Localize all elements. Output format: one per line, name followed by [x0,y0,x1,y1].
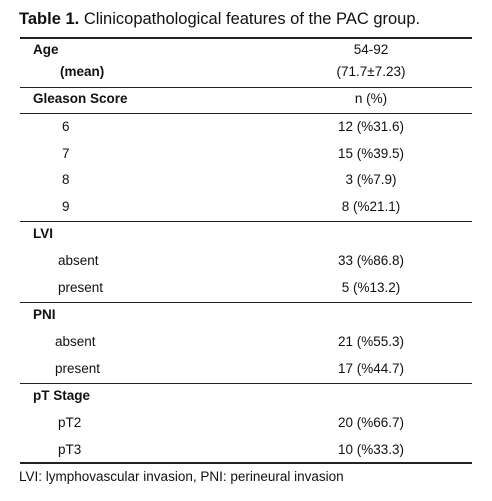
footnote: LVI: lymphovascular invasion, PNI: perin… [19,469,344,484]
row-label: Age [33,42,59,57]
row-value: 54-92 [353,42,389,57]
row-label: (mean) [60,64,105,79]
table-title: Table 1. Clinicopathological features of… [19,10,420,29]
row-label: pT Stage [33,388,91,403]
row-label: absent [58,253,99,268]
row-label: 6 [62,119,70,134]
row-value: 33 (%86.8) [337,253,405,268]
row-label: PNI [33,307,56,322]
rule-line [20,87,472,88]
title-text: Clinicopathological features of the PAC … [83,10,421,28]
row-label: Gleason Score [33,91,128,106]
rule-line [20,383,472,384]
rule-line [20,113,472,114]
row-label: pT3 [58,442,82,457]
row-value: 3 (%7.9) [345,172,397,187]
rule-line [20,37,472,39]
row-label: 7 [62,146,70,161]
row-label: LVI [33,226,53,241]
row-value: 17 (%44.7) [337,361,405,376]
row-label: absent [55,334,96,349]
row-value: 15 (%39.5) [337,146,405,161]
rule-line [20,302,472,303]
row-value: 20 (%66.7) [337,415,405,430]
row-label: 9 [62,199,70,214]
row-value: 12 (%31.6) [337,119,405,134]
row-value: 10 (%33.3) [337,442,405,457]
row-value: (71.7±7.23) [336,64,406,79]
row-value: 8 (%21.1) [341,199,401,214]
rule-line [20,221,472,222]
row-label: present [58,280,104,295]
rule-line [20,462,472,464]
row-label: pT2 [58,415,82,430]
row-value: n (%) [354,91,388,106]
row-label: 8 [62,172,70,187]
row-value: 5 (%13.2) [341,280,401,295]
row-value: 21 (%55.3) [337,334,405,349]
row-label: present [55,361,101,376]
title-label: Table 1. [19,10,80,28]
